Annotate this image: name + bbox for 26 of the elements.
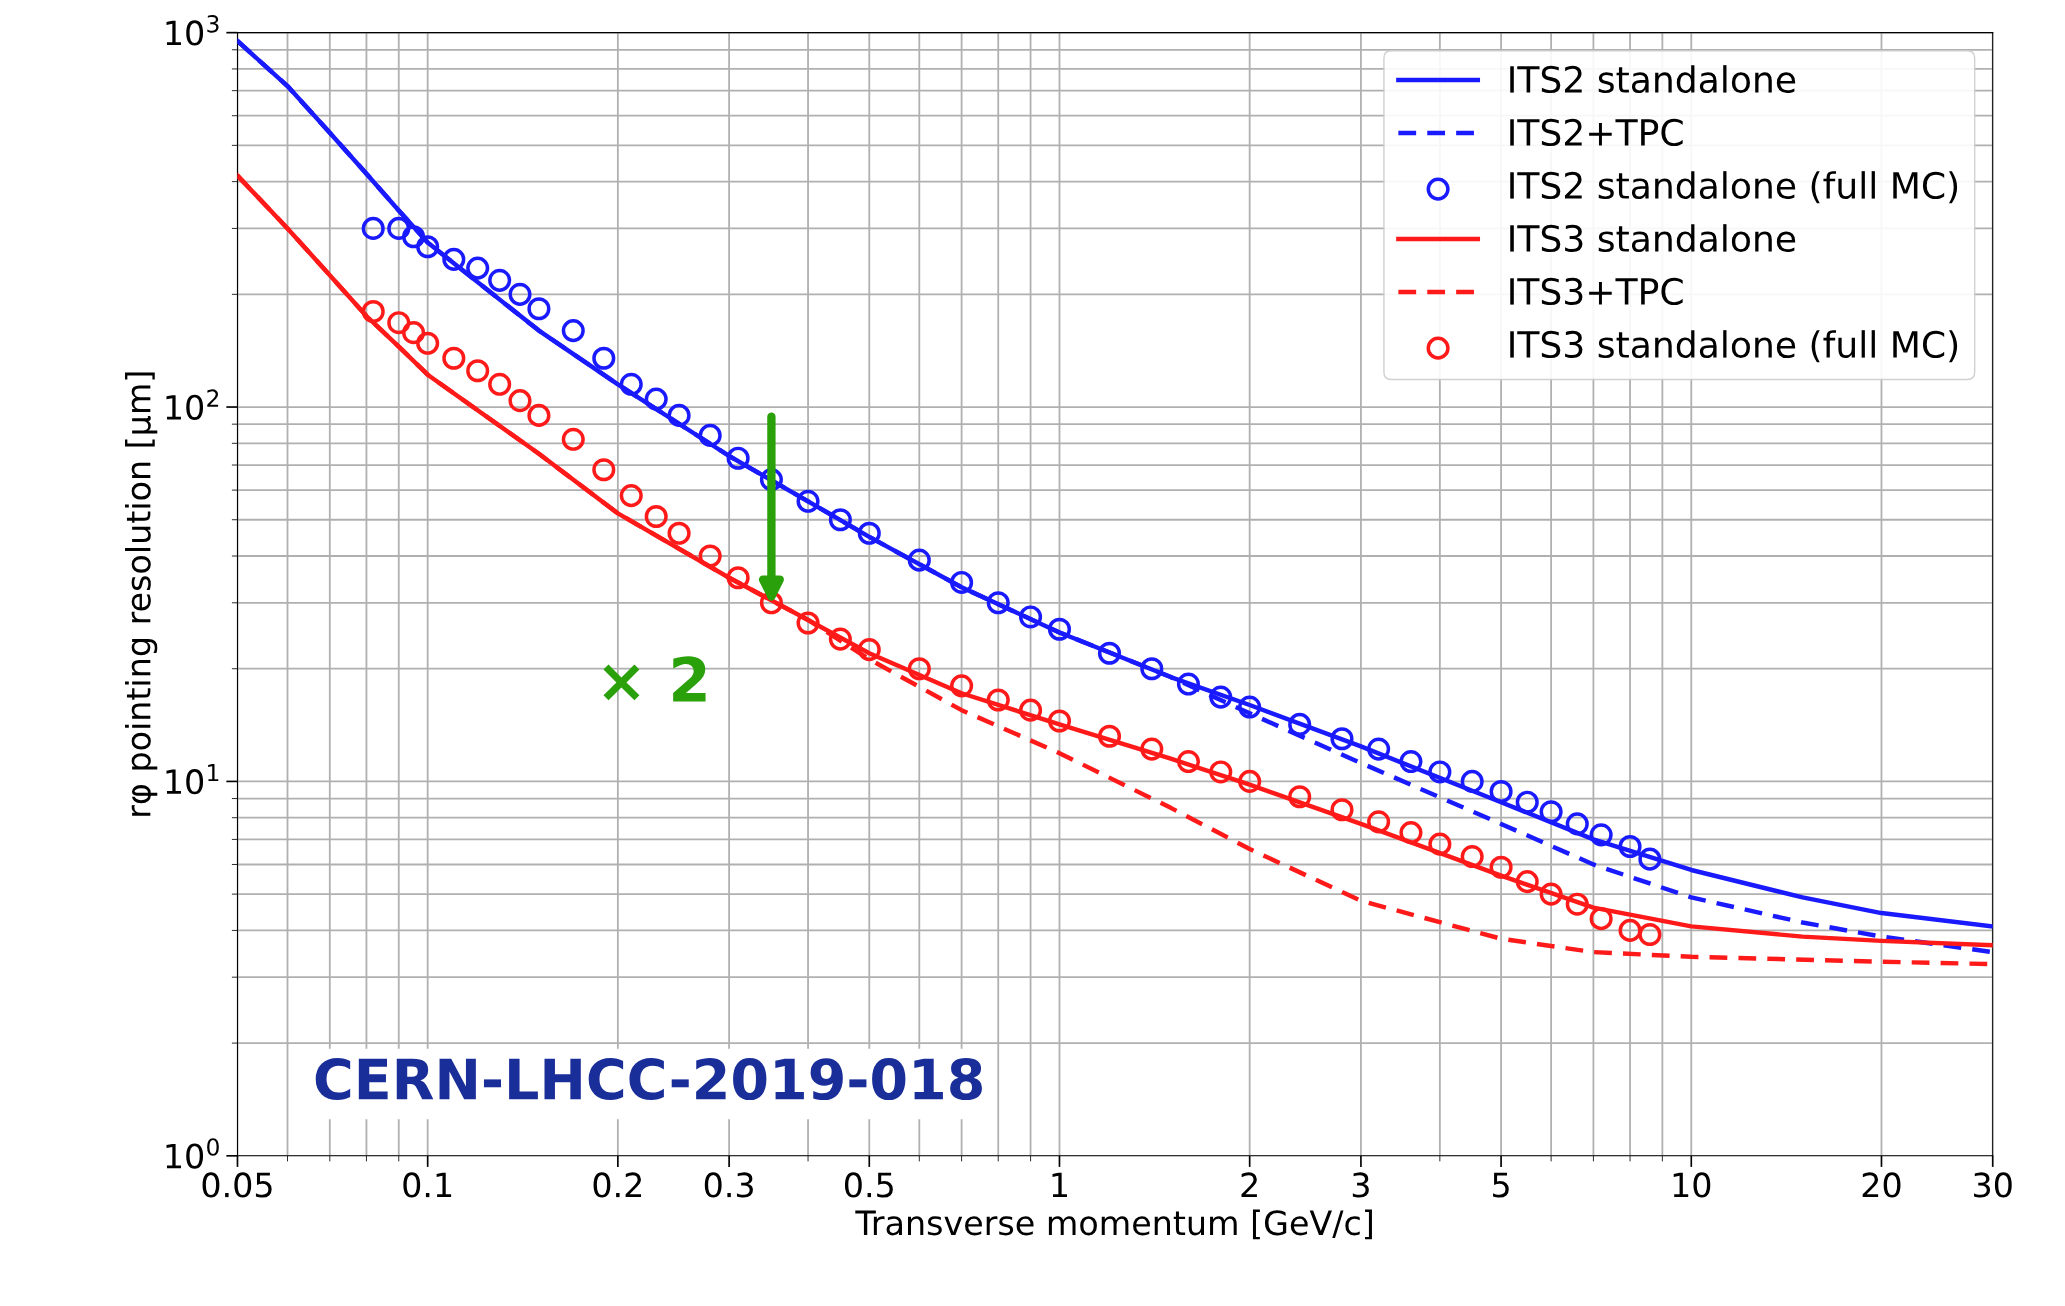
x-tick-label: 0.2	[593, 1172, 642, 1198]
x-tick-label: 3	[1352, 1172, 1369, 1198]
x-tick-label: 0.3	[704, 1172, 753, 1198]
x-tick-label: 0.5	[844, 1172, 893, 1198]
x-tick-label: 2	[1241, 1172, 1257, 1198]
x-tick-label: 5	[1493, 1172, 1509, 1198]
y-tick-label: 10$^{0}$	[166, 1138, 219, 1169]
legend-label: ITS3 standalone	[1510, 224, 1796, 253]
annotation: CERN-LHCC-2019-018	[315, 1058, 982, 1101]
y-axis-title: rφ pointing resolution [μm]	[125, 372, 158, 816]
legend-label: ITS3 standalone (full MC)	[1510, 330, 1958, 363]
legend-label: ITS2 standalone (full MC)	[1510, 171, 1958, 204]
x-tick-label: 30	[1974, 1172, 2012, 1198]
x-tick-label: 20	[1862, 1172, 1901, 1198]
x-axis-title: Transverse momentum [GeV/c]	[855, 1209, 1372, 1240]
y-tick-label: 10$^{1}$	[166, 764, 219, 795]
x-tick-label: 10	[1673, 1172, 1711, 1198]
legend-label: ITS2+TPC	[1510, 118, 1683, 147]
y-tick-label: 10$^{2}$	[166, 389, 219, 420]
y-tick-label: 10$^{3}$	[166, 14, 219, 46]
x-tick-label: 1	[1052, 1172, 1067, 1198]
legend-label: ITS3+TPC	[1510, 277, 1683, 306]
annotation: × 2	[603, 656, 706, 702]
legend-label: ITS2 standalone	[1510, 65, 1796, 94]
x-tick-label: 0.1	[403, 1172, 452, 1198]
x-tick-label: 0.05	[202, 1172, 272, 1198]
